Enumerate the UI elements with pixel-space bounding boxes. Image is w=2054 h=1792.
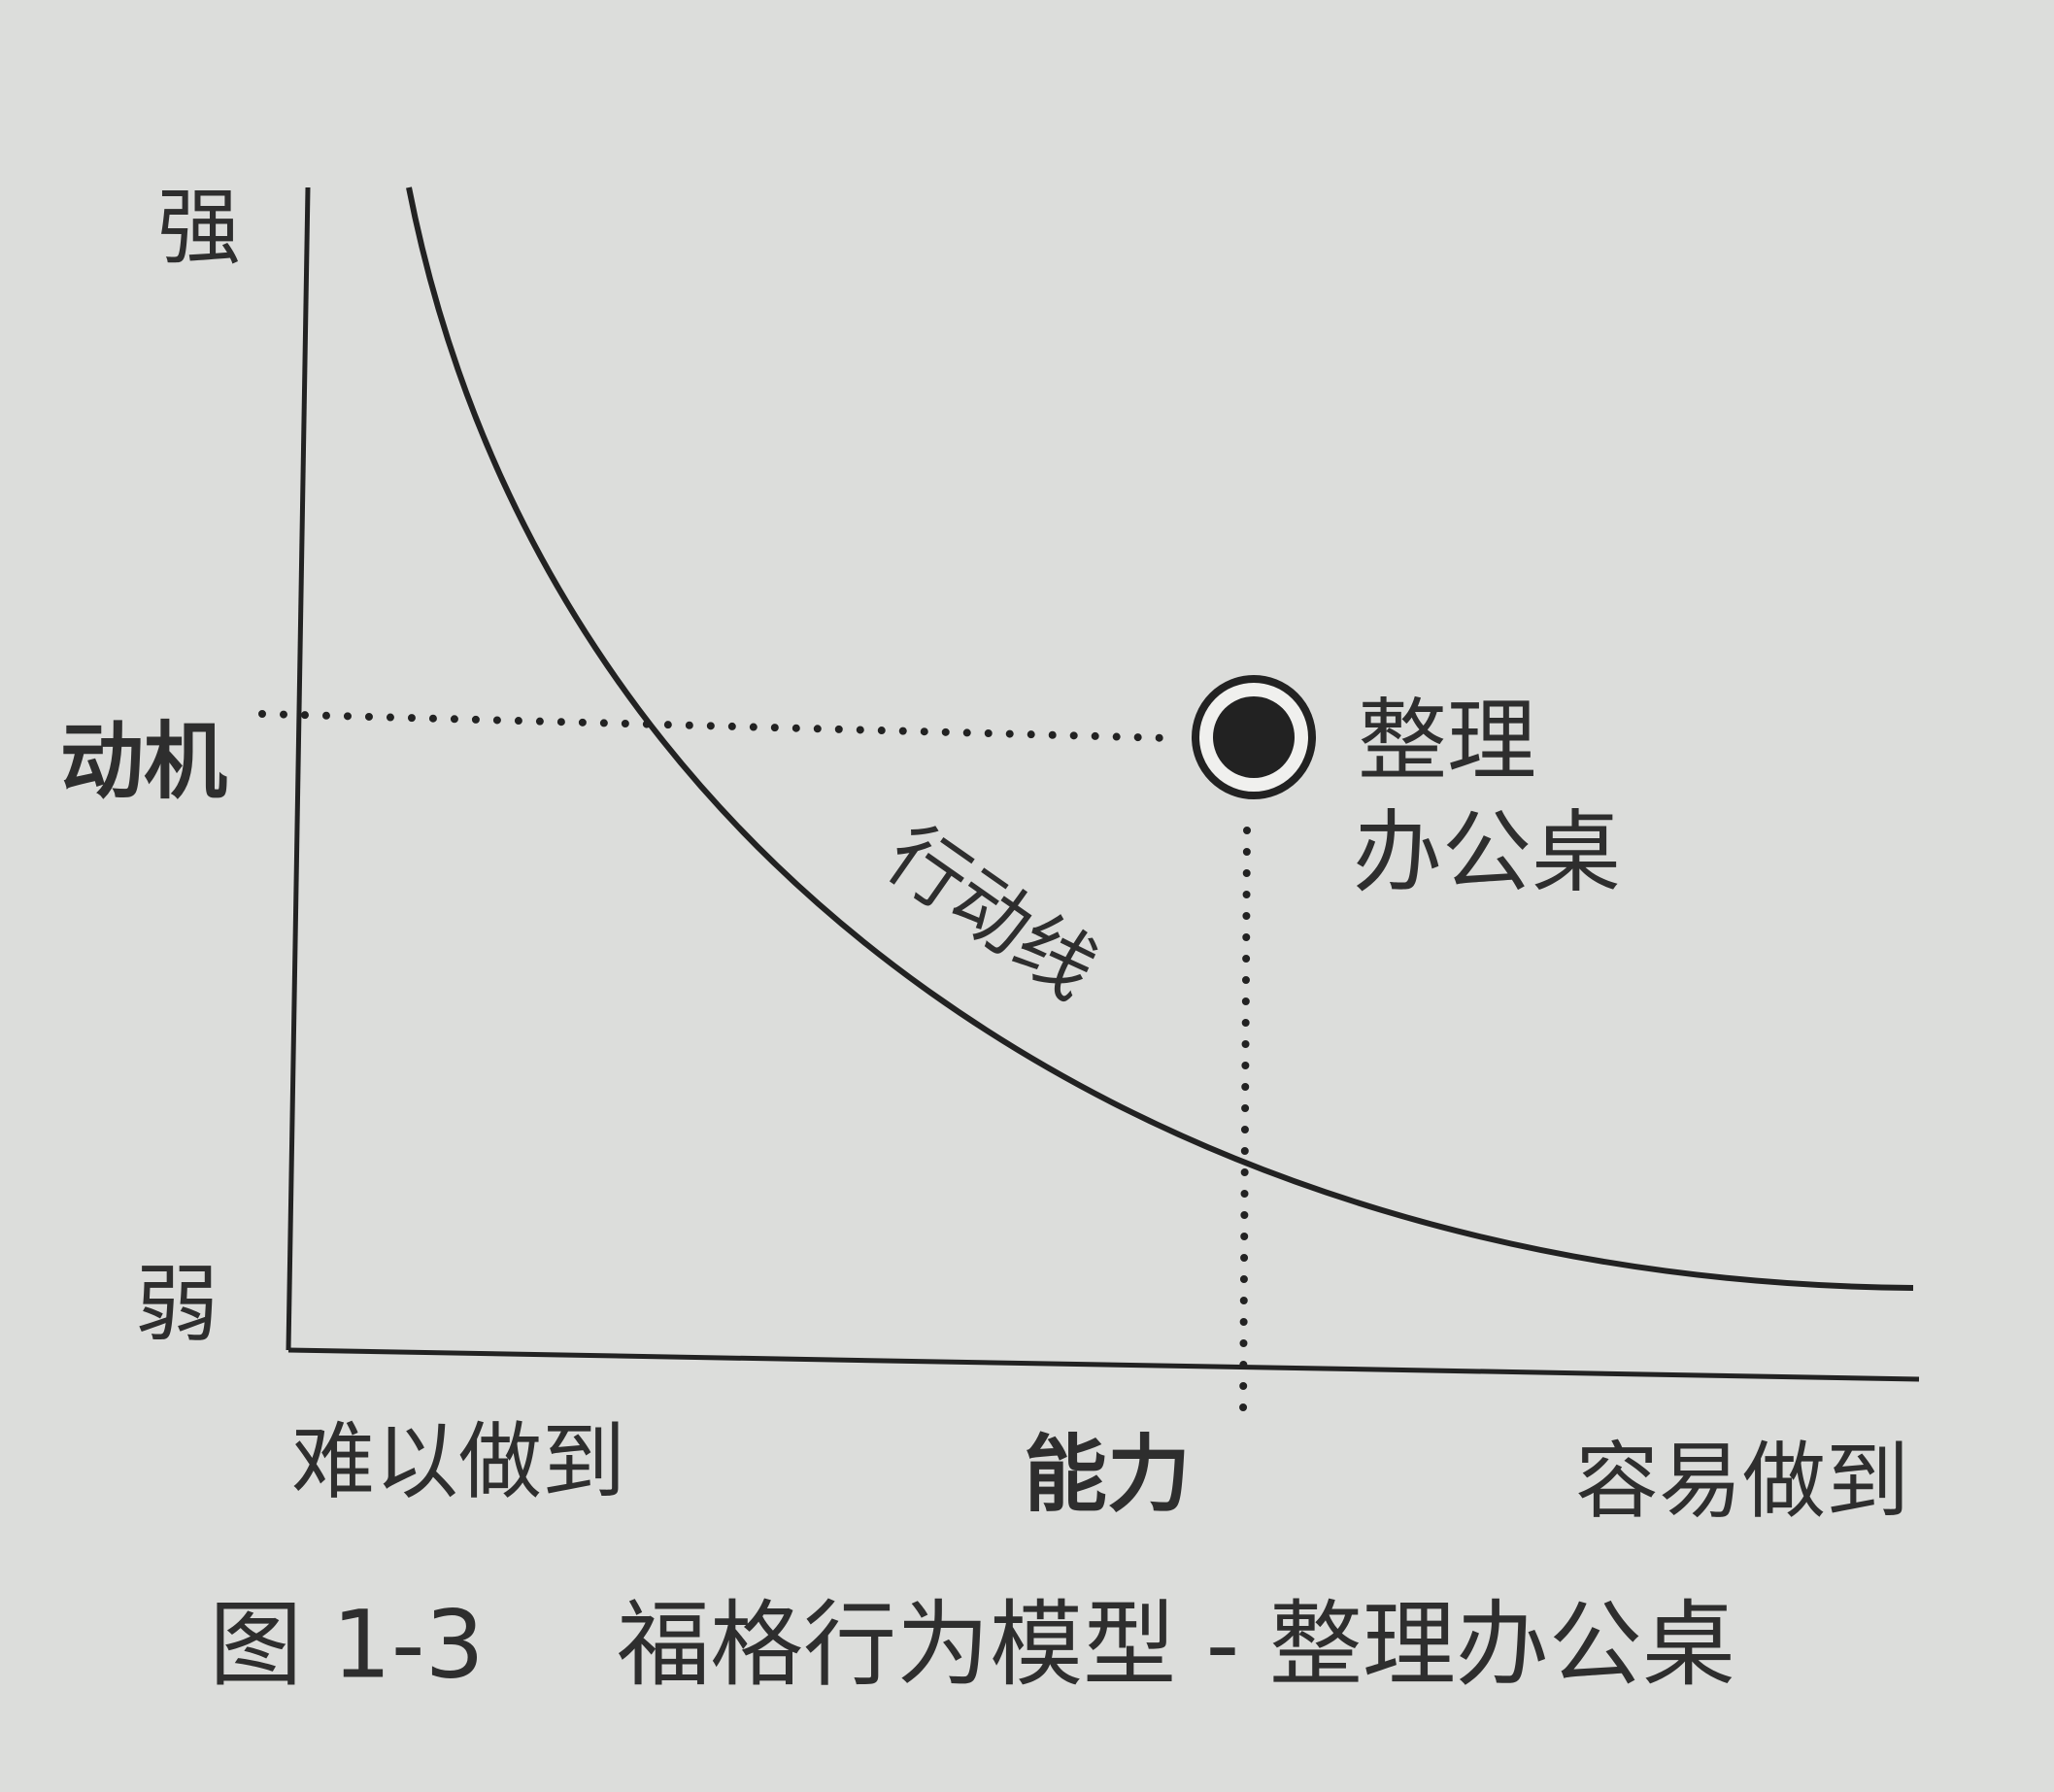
action-line — [406, 186, 1914, 1291]
x-axis — [287, 1347, 1920, 1382]
figure-number: 图 1-3 — [209, 1590, 484, 1699]
y-low-label: 弱 — [135, 1256, 219, 1353]
point-label-line: 办公桌 — [1353, 800, 1621, 904]
y-axis-label: 动机 — [60, 713, 227, 810]
figure-caption: 福格行为模型 - 整理办公桌 — [617, 1590, 1735, 1699]
point-label-line: 整理 — [1358, 689, 1536, 793]
y-high-label: 强 — [157, 179, 241, 276]
target-dot — [1213, 696, 1295, 778]
x-high-label: 容易做到 — [1575, 1433, 1909, 1530]
y-axis — [286, 186, 311, 1351]
x-axis-label: 能力 — [1024, 1426, 1191, 1523]
x-low-label: 难以做到 — [291, 1413, 625, 1510]
motivation-guide — [258, 710, 1174, 742]
